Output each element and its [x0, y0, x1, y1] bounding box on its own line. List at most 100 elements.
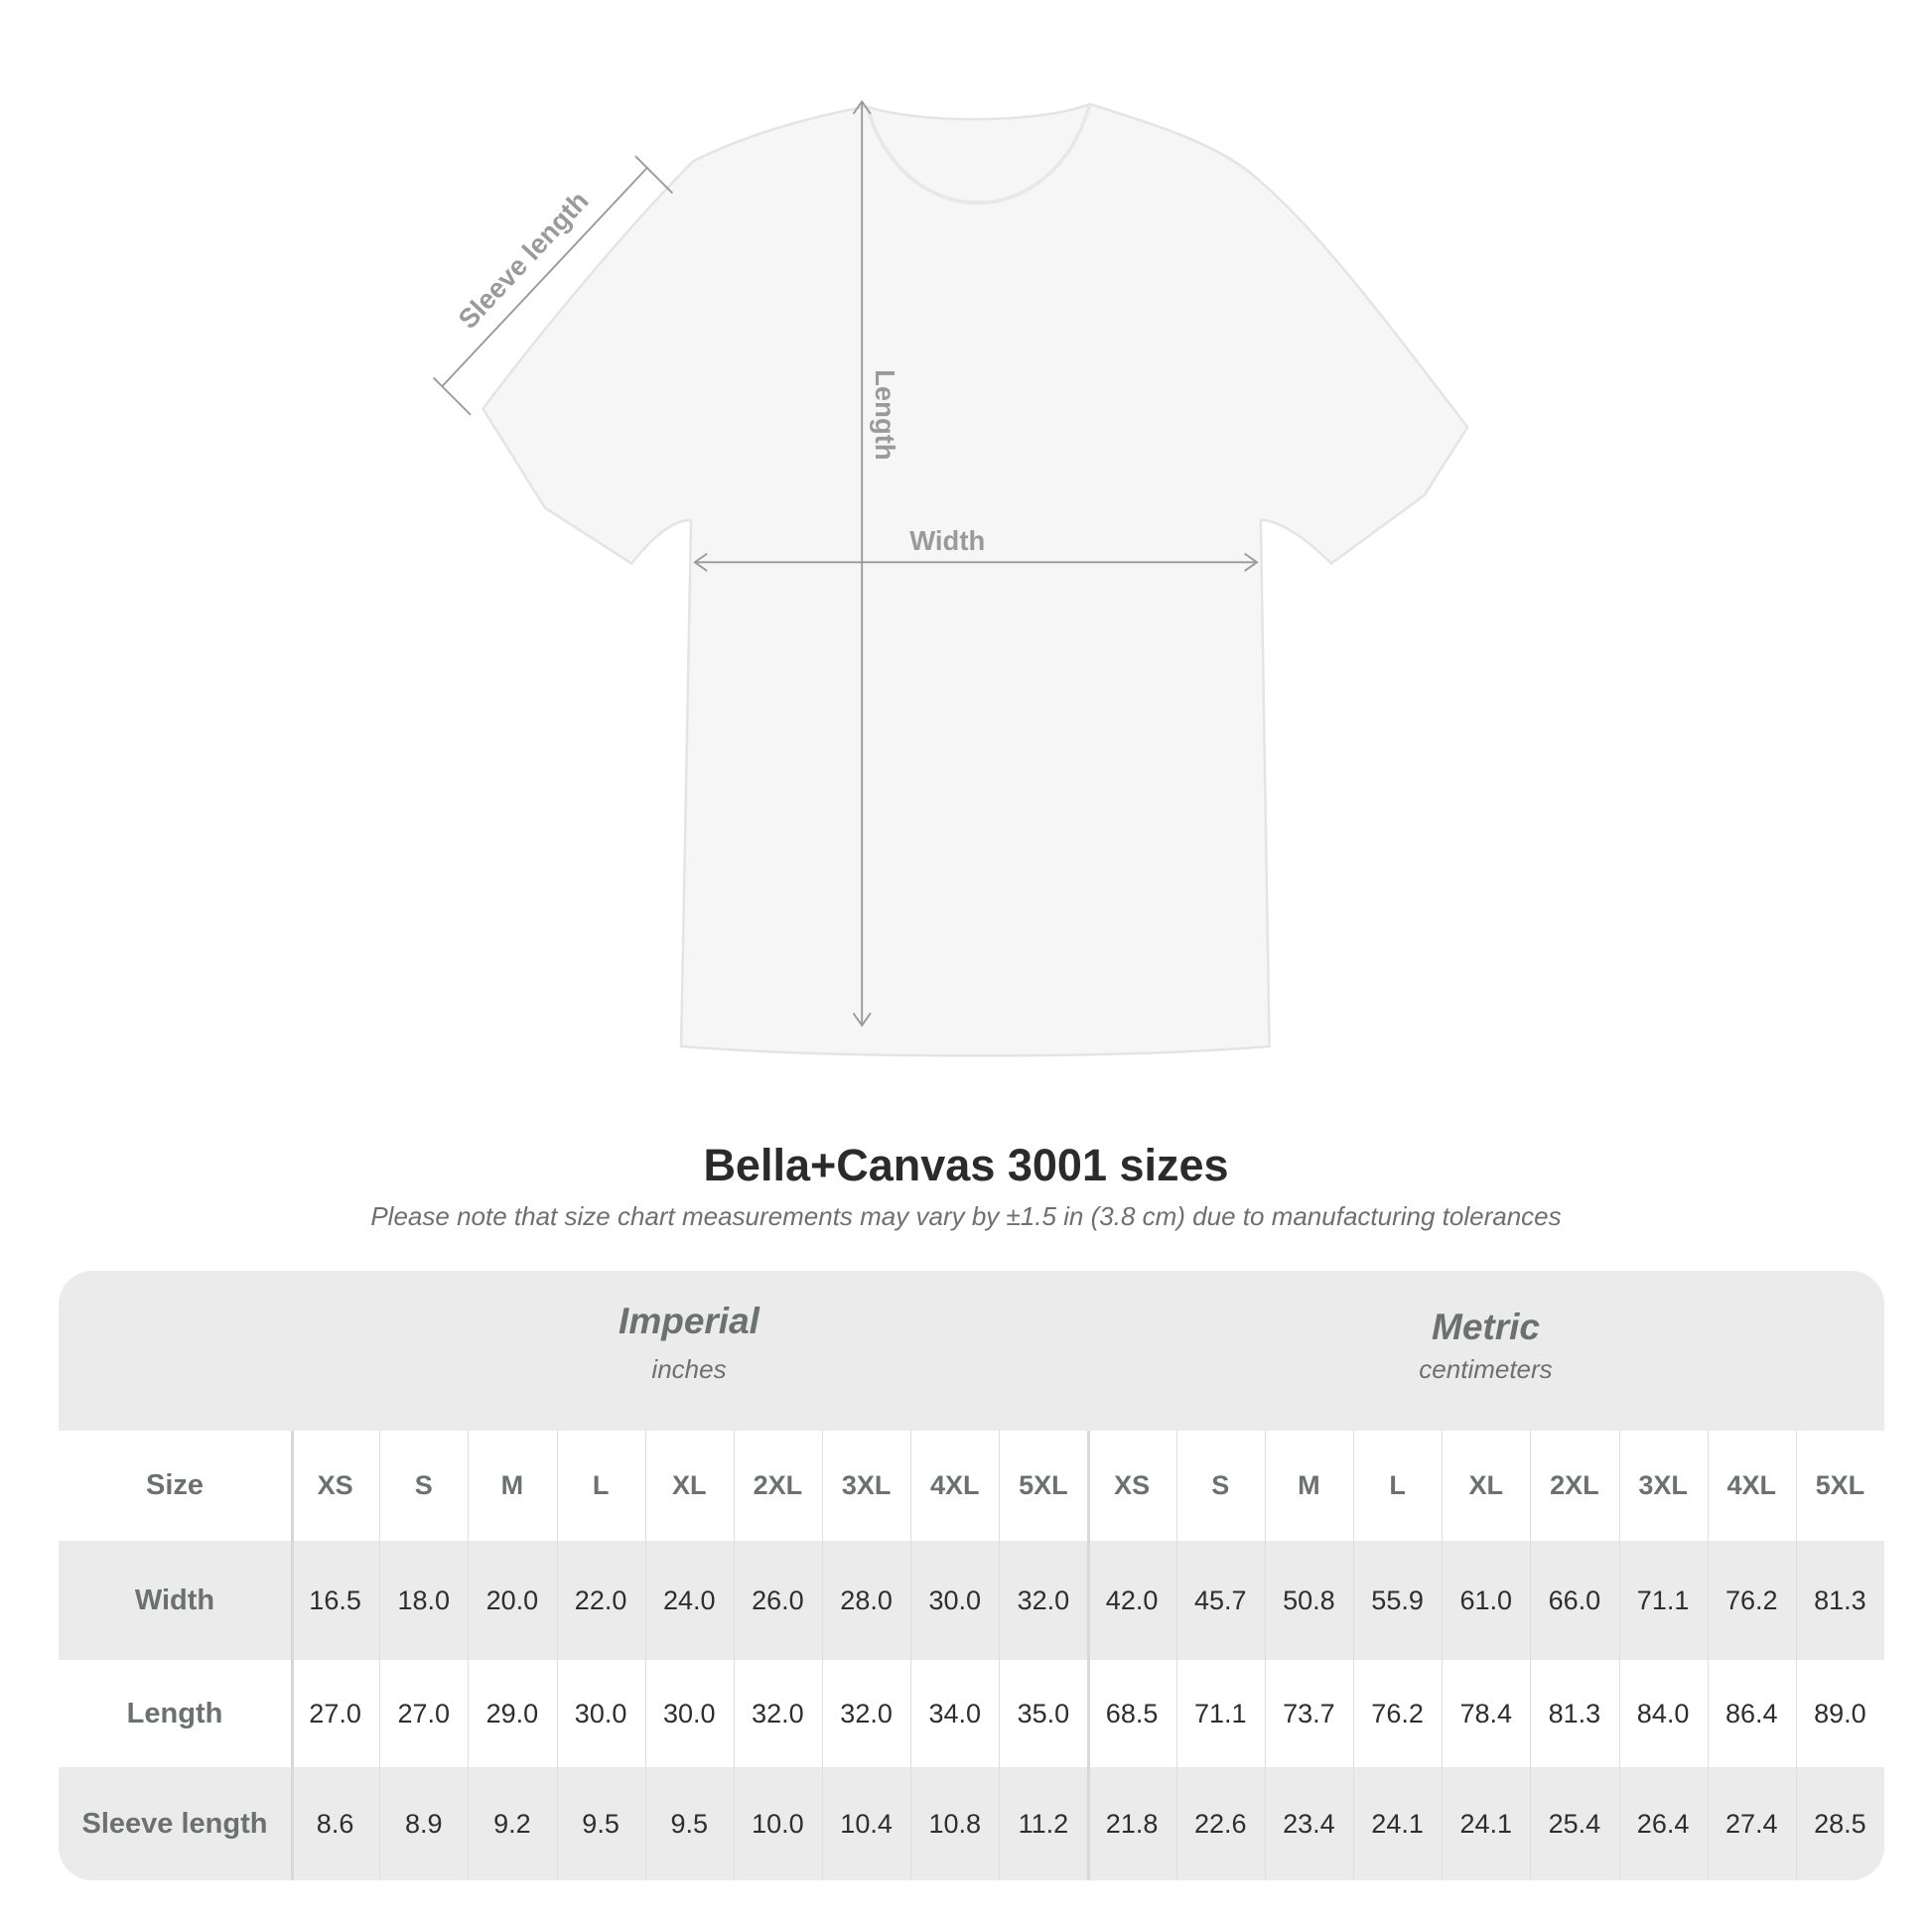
- metric-value: 76.2: [1725, 1585, 1778, 1615]
- tshirt-shape: [481, 102, 1469, 1057]
- column-divider: [291, 1431, 294, 1880]
- tolerance-note: Please note that size chart measurements…: [370, 1201, 1562, 1231]
- imperial-value: 26.0: [752, 1585, 804, 1615]
- metric-value: 73.7: [1283, 1698, 1335, 1728]
- metric-value: 66.0: [1548, 1585, 1601, 1615]
- metric-value: 42.0: [1105, 1585, 1159, 1615]
- imperial-value: 29.0: [485, 1698, 539, 1728]
- size-header-imperial: 4XL: [929, 1470, 980, 1500]
- imperial-value: 18.0: [397, 1585, 451, 1615]
- imperial-value: 9.2: [493, 1808, 531, 1839]
- header-band: [59, 1271, 1884, 1431]
- width-label: Width: [909, 525, 985, 556]
- imperial-value: 10.0: [752, 1808, 804, 1839]
- size-header-metric: 2XL: [1550, 1470, 1599, 1500]
- column-divider: [1442, 1431, 1444, 1880]
- metric-value: 71.1: [1193, 1698, 1247, 1728]
- metric-value: 71.1: [1636, 1585, 1690, 1615]
- size-header-metric: S: [1211, 1470, 1230, 1500]
- metric-value: 24.1: [1371, 1808, 1424, 1839]
- metric-unit: centimeters: [1419, 1354, 1553, 1384]
- column-divider: [1707, 1431, 1709, 1880]
- imperial-value: 9.5: [670, 1808, 708, 1839]
- column-divider: [1264, 1431, 1266, 1880]
- metric-value: 55.9: [1371, 1585, 1424, 1615]
- column-divider: [1795, 1431, 1797, 1880]
- imperial-value: 11.2: [1018, 1808, 1069, 1839]
- imperial-value: 22.0: [574, 1585, 627, 1615]
- size-header-imperial: XL: [671, 1470, 707, 1500]
- metric-value: 81.3: [1814, 1585, 1866, 1615]
- size-header-imperial: 3XL: [841, 1470, 892, 1500]
- imperial-value: 20.0: [485, 1585, 539, 1615]
- row-label: Length: [126, 1697, 223, 1729]
- row-band: [59, 1767, 1884, 1880]
- size-header-imperial: 5XL: [1019, 1470, 1068, 1500]
- imperial-value: 24.0: [662, 1585, 716, 1615]
- metric-value: 21.8: [1105, 1808, 1159, 1839]
- page-title: Bella+Canvas 3001 sizes: [703, 1140, 1229, 1190]
- metric-value: 28.5: [1814, 1808, 1866, 1839]
- size-header-metric: M: [1298, 1470, 1320, 1500]
- size-header-metric: XS: [1114, 1470, 1151, 1500]
- metric-value: 84.0: [1636, 1698, 1690, 1728]
- size-header: Size: [145, 1469, 205, 1501]
- metric-title: Metric: [1432, 1307, 1540, 1347]
- imperial-value: 30.0: [662, 1698, 716, 1728]
- column-divider: [1530, 1431, 1532, 1880]
- imperial-value: 28.0: [840, 1585, 893, 1615]
- metric-value: 22.6: [1193, 1808, 1247, 1839]
- row-label: Width: [134, 1584, 215, 1616]
- imperial-value: 9.5: [582, 1808, 620, 1839]
- column-divider: [468, 1431, 470, 1880]
- metric-value: 24.1: [1459, 1808, 1513, 1839]
- imperial-value: 35.0: [1017, 1698, 1070, 1728]
- column-divider: [556, 1431, 558, 1880]
- size-header-imperial: 2XL: [753, 1470, 803, 1500]
- imperial-value: 32.0: [752, 1698, 804, 1728]
- column-divider: [822, 1431, 823, 1880]
- metric-value: 50.8: [1283, 1585, 1335, 1615]
- size-header-imperial: XS: [317, 1470, 353, 1500]
- imperial-value: 10.8: [928, 1808, 982, 1839]
- column-divider: [999, 1431, 1001, 1880]
- size-header-metric: XL: [1468, 1470, 1503, 1500]
- imperial-value: 10.4: [840, 1808, 893, 1839]
- metric-group-header: Metric centimeters: [1087, 1307, 1884, 1385]
- length-label: Length: [870, 369, 900, 460]
- metric-value: 78.4: [1459, 1698, 1513, 1728]
- column-divider: [1175, 1431, 1177, 1880]
- imperial-value: 30.0: [928, 1585, 982, 1615]
- metric-value: 25.4: [1548, 1808, 1601, 1839]
- imperial-value: 27.0: [309, 1698, 361, 1728]
- size-header-metric: 4XL: [1726, 1470, 1776, 1500]
- column-divider: [910, 1431, 912, 1880]
- metric-value: 23.4: [1283, 1808, 1335, 1839]
- metric-value: 68.5: [1105, 1698, 1159, 1728]
- column-divider: [1618, 1431, 1620, 1880]
- size-header-metric: L: [1389, 1470, 1406, 1500]
- imperial-title: Imperial: [619, 1301, 759, 1341]
- imperial-value: 16.5: [309, 1585, 361, 1615]
- imperial-value: 32.0: [840, 1698, 893, 1728]
- imperial-value: 32.0: [1017, 1585, 1070, 1615]
- row-band: [59, 1541, 1884, 1660]
- size-table: Imperial inches Metric centimeters Size X…: [59, 1271, 1884, 1880]
- column-divider: [733, 1431, 735, 1880]
- metric-value: 26.4: [1636, 1808, 1690, 1839]
- sleeve-arrow: [441, 166, 649, 387]
- column-divider: [379, 1431, 381, 1880]
- metric-value: 86.4: [1725, 1698, 1778, 1728]
- metric-value: 45.7: [1193, 1585, 1247, 1615]
- metric-value: 61.0: [1459, 1585, 1513, 1615]
- size-header-imperial: L: [592, 1470, 610, 1500]
- tshirt-diagram: Sleeve length Length Width: [432, 99, 1469, 1057]
- metric-value: 89.0: [1814, 1698, 1866, 1728]
- imperial-value: 27.0: [397, 1698, 451, 1728]
- row-label: Sleeve length: [81, 1807, 268, 1840]
- size-header-imperial: S: [414, 1470, 433, 1500]
- imperial-unit: inches: [651, 1354, 727, 1384]
- size-header-imperial: M: [500, 1470, 524, 1500]
- size-header-metric: 3XL: [1638, 1470, 1688, 1500]
- metric-value: 27.4: [1725, 1808, 1778, 1839]
